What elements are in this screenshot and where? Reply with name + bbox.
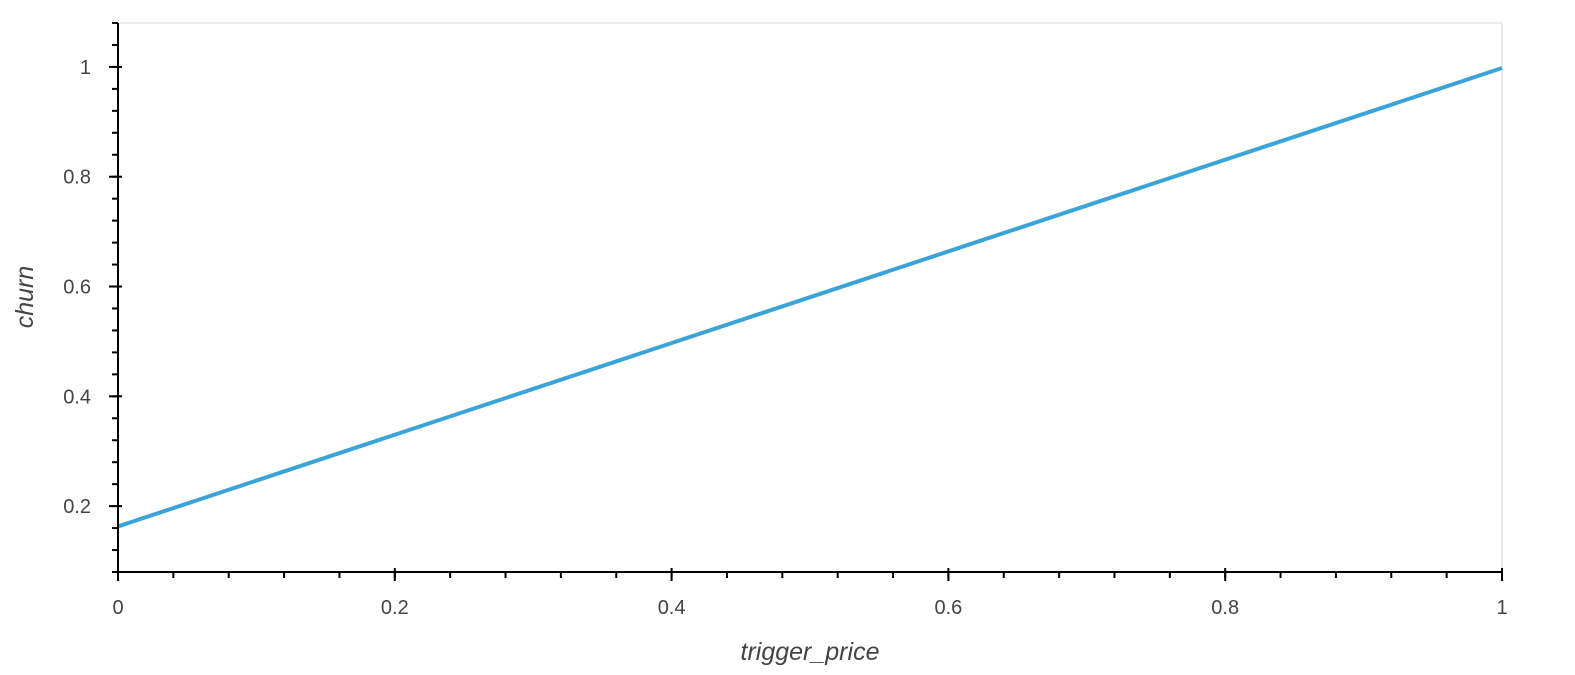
y-tick-label: 0.6 — [63, 277, 91, 299]
y-tick-label: 0.8 — [63, 167, 91, 189]
x-tick-label: 0.4 — [658, 597, 686, 619]
x-tick-label: 0.2 — [381, 597, 409, 619]
axes-layer — [117, 23, 1502, 573]
x-tick-label: 0.6 — [934, 597, 962, 619]
series-layer — [117, 66, 1503, 529]
y-tick-label: 0.2 — [63, 496, 91, 518]
y-tick-label: 1 — [80, 57, 91, 79]
x-axis-title: trigger_price — [741, 638, 880, 666]
y-ticks: 0.2 0.4 0.6 0.8 1 — [63, 22, 122, 573]
x-tick-label: 0.8 — [1211, 597, 1239, 619]
y-tick-label: 0.4 — [63, 386, 91, 408]
x-tick-label: 0 — [112, 597, 123, 619]
series-line-0 — [117, 66, 1503, 529]
x-ticks: 0 0.2 0.4 0.6 0.8 1 — [112, 568, 1508, 619]
x-tick-label: 1 — [1496, 597, 1507, 619]
y-axis-title: churn — [11, 266, 39, 329]
